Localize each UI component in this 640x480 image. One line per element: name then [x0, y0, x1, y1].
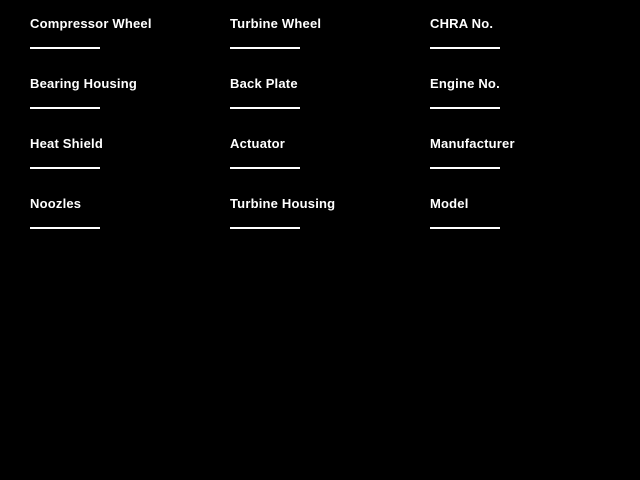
field-back-plate: Back Plate: [230, 76, 430, 136]
field-bearing-housing-label: Bearing Housing: [30, 76, 138, 91]
field-manufacturer-label: Manufacturer: [430, 136, 515, 151]
field-manufacturer-input-line[interactable]: [430, 151, 500, 169]
parts-form-grid: Compressor Wheel Turbine Wheel CHRA No. …: [30, 16, 630, 256]
field-model-input-line[interactable]: [430, 211, 500, 229]
field-heat-shield-label: Heat Shield: [30, 136, 103, 151]
field-engine-no: Engine No.: [430, 76, 630, 136]
field-chra-no-label: CHRA No.: [430, 16, 494, 31]
field-heat-shield: Heat Shield: [30, 136, 230, 196]
field-engine-no-input-line[interactable]: [430, 91, 500, 109]
field-model: Model: [430, 196, 630, 256]
field-turbine-housing-label: Turbine Housing: [230, 196, 336, 211]
field-actuator-label: Actuator: [230, 136, 286, 151]
field-compressor-wheel: Compressor Wheel: [30, 16, 230, 76]
field-bearing-housing: Bearing Housing: [30, 76, 230, 136]
field-chra-no: CHRA No.: [430, 16, 630, 76]
field-manufacturer: Manufacturer: [430, 136, 630, 196]
field-noozles-input-line[interactable]: [30, 211, 100, 229]
field-chra-no-input-line[interactable]: [430, 31, 500, 49]
field-turbine-wheel-label: Turbine Wheel: [230, 16, 322, 31]
field-actuator-input-line[interactable]: [230, 151, 300, 169]
field-turbine-wheel-input-line[interactable]: [230, 31, 300, 49]
field-compressor-wheel-label: Compressor Wheel: [30, 16, 152, 31]
field-noozles: Noozles: [30, 196, 230, 256]
field-noozles-label: Noozles: [30, 196, 82, 211]
field-heat-shield-input-line[interactable]: [30, 151, 100, 169]
field-actuator: Actuator: [230, 136, 430, 196]
field-turbine-housing: Turbine Housing: [230, 196, 430, 256]
field-turbine-wheel: Turbine Wheel: [230, 16, 430, 76]
field-back-plate-label: Back Plate: [230, 76, 298, 91]
field-turbine-housing-input-line[interactable]: [230, 211, 300, 229]
field-bearing-housing-input-line[interactable]: [30, 91, 100, 109]
field-model-label: Model: [430, 196, 469, 211]
field-back-plate-input-line[interactable]: [230, 91, 300, 109]
field-engine-no-label: Engine No.: [430, 76, 500, 91]
field-compressor-wheel-input-line[interactable]: [30, 31, 100, 49]
